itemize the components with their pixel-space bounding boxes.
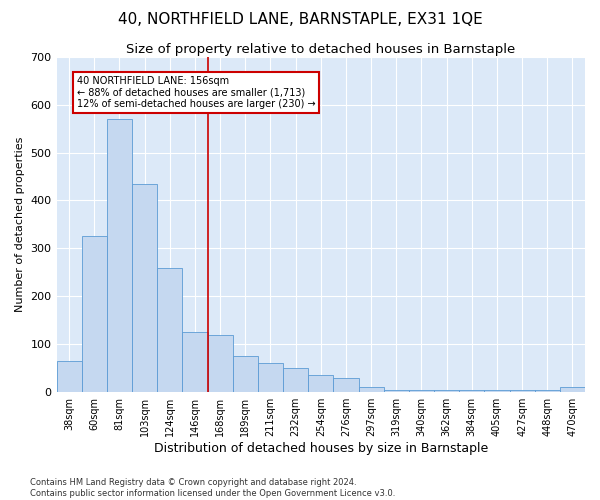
Bar <box>560 388 585 392</box>
Bar <box>308 376 334 392</box>
Bar <box>157 268 182 392</box>
Bar <box>82 236 107 392</box>
Bar <box>283 368 308 392</box>
Text: 40, NORTHFIELD LANE, BARNSTAPLE, EX31 1QE: 40, NORTHFIELD LANE, BARNSTAPLE, EX31 1Q… <box>118 12 482 28</box>
Bar <box>434 390 459 392</box>
Text: Contains HM Land Registry data © Crown copyright and database right 2024.
Contai: Contains HM Land Registry data © Crown c… <box>30 478 395 498</box>
Bar <box>107 119 132 392</box>
X-axis label: Distribution of detached houses by size in Barnstaple: Distribution of detached houses by size … <box>154 442 488 455</box>
Bar <box>509 390 535 392</box>
Bar <box>182 332 208 392</box>
Bar <box>132 184 157 392</box>
Bar <box>334 378 359 392</box>
Bar <box>383 390 409 392</box>
Bar <box>208 334 233 392</box>
Bar <box>359 388 383 392</box>
Bar <box>409 390 434 392</box>
Text: 40 NORTHFIELD LANE: 156sqm
← 88% of detached houses are smaller (1,713)
12% of s: 40 NORTHFIELD LANE: 156sqm ← 88% of deta… <box>77 76 315 109</box>
Bar <box>459 390 484 392</box>
Title: Size of property relative to detached houses in Barnstaple: Size of property relative to detached ho… <box>126 42 515 56</box>
Bar <box>484 390 509 392</box>
Bar <box>233 356 258 392</box>
Bar <box>56 361 82 392</box>
Bar <box>258 364 283 392</box>
Bar <box>535 390 560 392</box>
Y-axis label: Number of detached properties: Number of detached properties <box>15 136 25 312</box>
